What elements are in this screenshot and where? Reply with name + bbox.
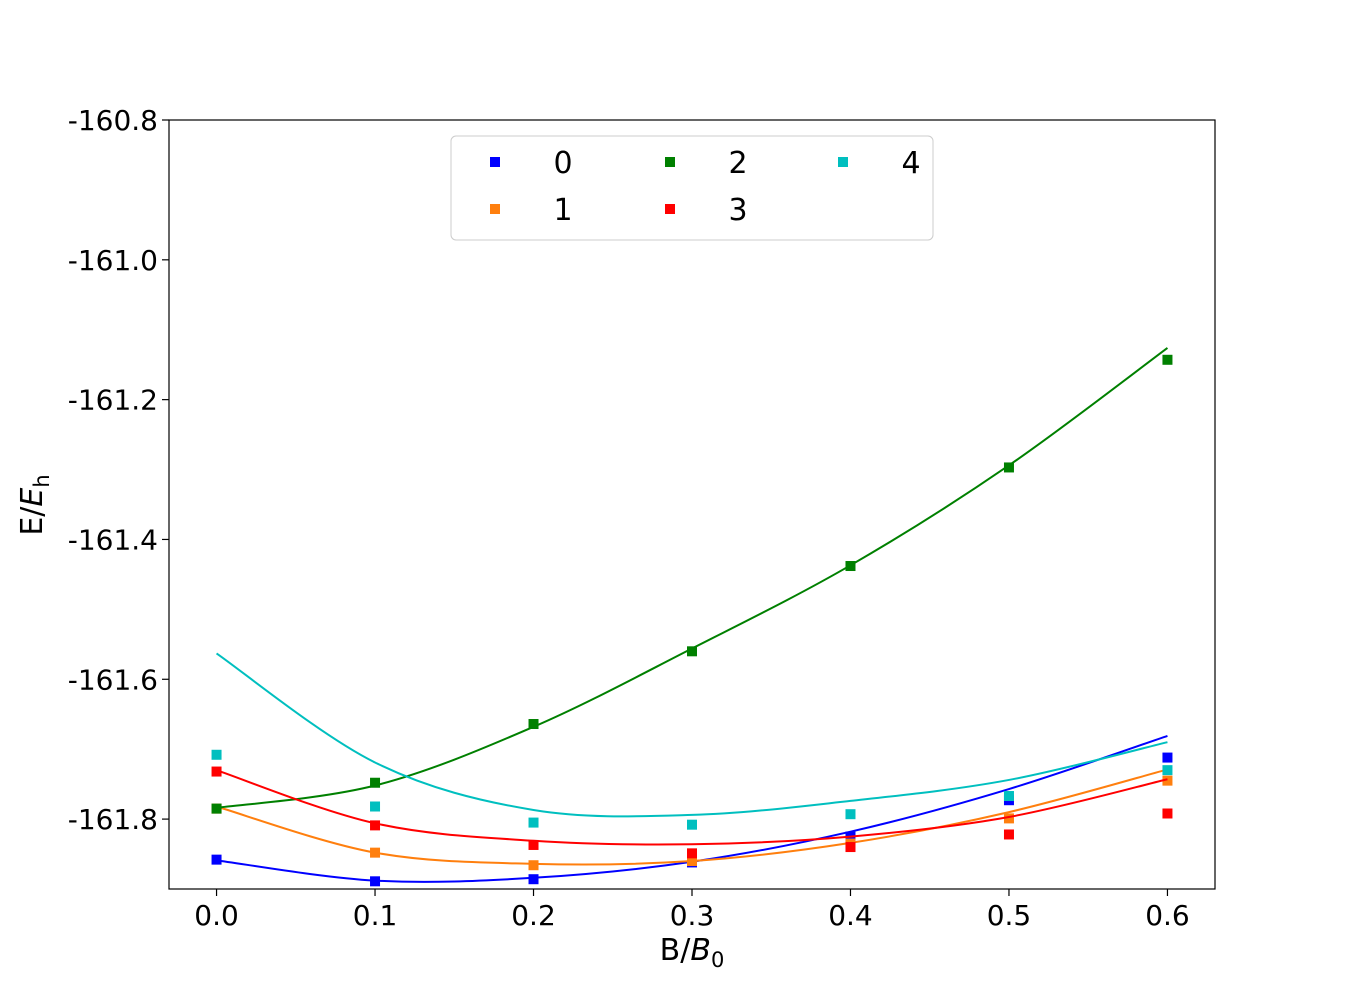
data-point (845, 809, 856, 820)
data-point (370, 801, 381, 812)
x-tick-label: 0.0 (194, 899, 239, 932)
ticks-layer: 0.0 0.1 0.2 0.3 0.4 0.5 0.6 -160.8 -161.0 -161.2 -… (68, 104, 1190, 932)
legend: 0 1 2 3 4 (450, 135, 934, 241)
y-tick-label: -161.2 (68, 384, 158, 417)
x-tick-label: 0.4 (828, 899, 873, 932)
x-axis-label: B/B0 (660, 933, 725, 972)
legend-box (450, 135, 934, 241)
data-point (1162, 775, 1173, 786)
legend-marker-0 (490, 157, 500, 167)
data-point (845, 561, 856, 572)
data-point (1162, 354, 1173, 365)
series-layer (211, 347, 1173, 887)
data-point (370, 777, 381, 788)
y-tick-label: -160.8 (68, 104, 158, 137)
series-3 (211, 766, 1173, 859)
data-point (528, 817, 539, 828)
data-point (211, 766, 222, 777)
data-point (1003, 813, 1014, 824)
legend-marker-3 (665, 204, 675, 214)
data-point (370, 847, 381, 858)
data-point (528, 860, 539, 871)
x-tick-label: 0.5 (987, 899, 1032, 932)
legend-items: 0 1 2 3 4 (490, 146, 921, 228)
legend-marker-4 (838, 157, 848, 167)
fit-line-4 (215, 652, 1168, 818)
data-point (1162, 808, 1173, 819)
fit-line-2 (216, 347, 1169, 809)
series-2 (211, 347, 1173, 814)
data-point (1003, 829, 1014, 840)
data-point (845, 842, 856, 853)
data-point (687, 848, 697, 859)
data-point (211, 803, 222, 814)
y-axis-label: E/Eh (15, 474, 54, 535)
legend-label-3: 3 (728, 193, 747, 228)
data-point (1162, 765, 1173, 776)
data-point (528, 874, 539, 885)
data-point (370, 876, 381, 887)
data-point (1003, 791, 1014, 802)
y-tick-label: -161.8 (68, 803, 158, 836)
data-point (211, 749, 222, 760)
y-tick-label: -161.6 (68, 663, 158, 696)
x-tick-label: 0.2 (511, 899, 556, 932)
data-point (370, 820, 381, 831)
data-point (1162, 752, 1173, 763)
legend-label-2: 2 (728, 146, 747, 181)
x-tick-label: 0.6 (1145, 899, 1190, 932)
legend-label-1: 1 (553, 193, 572, 228)
legend-label-0: 0 (553, 146, 572, 181)
legend-marker-2 (665, 157, 675, 167)
y-tick-label: -161.0 (68, 244, 158, 277)
data-point (687, 856, 697, 867)
data-point (687, 819, 697, 830)
data-point (528, 719, 539, 730)
series-4 (211, 652, 1173, 830)
data-point (211, 854, 222, 865)
x-tick-label: 0.3 (670, 899, 715, 932)
x-tick-label: 0.1 (353, 899, 398, 932)
y-tick-label: -161.4 (68, 523, 158, 556)
legend-label-4: 4 (901, 146, 920, 181)
legend-marker-1 (490, 204, 500, 214)
data-point (1003, 462, 1014, 473)
data-point (528, 839, 539, 850)
data-point (687, 646, 697, 657)
